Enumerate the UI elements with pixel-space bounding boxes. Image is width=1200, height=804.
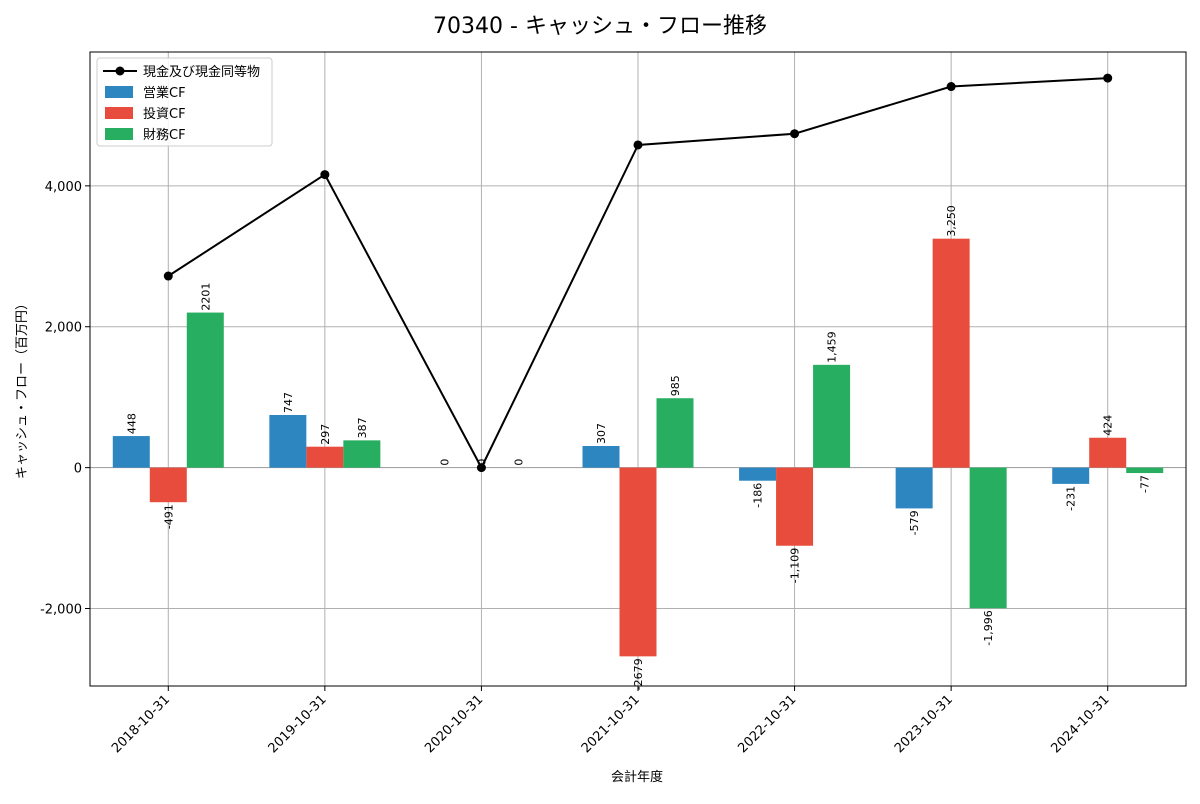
legend-swatch xyxy=(105,86,133,98)
bar-value-label: 747 xyxy=(282,392,295,413)
legend-swatch xyxy=(105,128,133,140)
bar-営業CF xyxy=(895,467,933,509)
bar-value-label: -579 xyxy=(908,510,921,535)
x-tick-label: 2019-10-31 xyxy=(266,692,330,756)
bar-財務CF xyxy=(813,364,851,468)
legend-entry: 財務CF xyxy=(143,128,186,143)
bar-value-label: 0 xyxy=(438,459,451,466)
x-tick-label: 2021-10-31 xyxy=(579,692,643,756)
bar-value-label: 0 xyxy=(512,459,525,466)
bar-value-label: -2679 xyxy=(632,658,645,690)
bar-財務CF xyxy=(186,312,224,468)
legend-box xyxy=(96,57,273,147)
y-tick-label: -2,000 xyxy=(40,603,82,618)
bar-labels-layer: 448 747 0 307 -186 -579 -231 -491 297 0 -2679 -1,10… xyxy=(125,205,1151,690)
bars-layer xyxy=(112,238,1164,657)
y-axis-label: キャッシュ・フロー（百万円） xyxy=(15,297,30,479)
bar-value-label: 0 xyxy=(475,459,488,466)
bar-value-label: -491 xyxy=(162,504,175,529)
cash-point xyxy=(476,463,486,473)
legend-entry: 投資CF xyxy=(143,106,186,122)
cash-point xyxy=(1103,73,1113,83)
bar-投資CF xyxy=(306,446,344,468)
bar-投資CF xyxy=(1089,437,1127,468)
bar-財務CF xyxy=(969,467,1007,609)
chart-title: 70340 - キャッシュ・フロー推移 xyxy=(433,14,767,39)
x-tick-label: 2022-10-31 xyxy=(735,692,799,756)
bar-value-label: 387 xyxy=(356,417,369,438)
cash-point xyxy=(163,271,173,281)
y-tick-label: 4,000 xyxy=(45,180,82,195)
bar-投資CF xyxy=(932,238,970,468)
bar-value-label: 297 xyxy=(319,424,332,445)
bar-財務CF xyxy=(656,398,694,468)
bar-投資CF xyxy=(776,467,814,546)
x-tick-label: 2023-10-31 xyxy=(892,692,956,756)
bar-value-label: -186 xyxy=(752,483,765,508)
bar-value-label: 3,250 xyxy=(945,205,958,237)
legend-marker xyxy=(115,66,125,76)
bar-営業CF xyxy=(112,436,150,468)
legend-entry: 営業CF xyxy=(143,85,186,101)
bar-value-label: -77 xyxy=(1139,475,1152,493)
bar-投資CF xyxy=(619,467,657,657)
bar-投資CF xyxy=(149,467,187,503)
bar-value-label: 307 xyxy=(595,423,608,444)
cash-line-layer xyxy=(163,73,1113,473)
y-tick-label: 2,000 xyxy=(45,321,82,336)
bar-value-label: -1,996 xyxy=(982,610,995,645)
x-axis-label: 会計年度 xyxy=(611,769,663,785)
legend-entry: 現金及び現金同等物 xyxy=(143,64,260,80)
cash-point xyxy=(790,129,800,139)
legend-swatch xyxy=(105,107,133,119)
x-tick-label: 2020-10-31 xyxy=(422,692,486,756)
bar-value-label: 985 xyxy=(669,375,682,396)
bar-財務CF xyxy=(343,440,381,468)
bar-営業CF xyxy=(739,467,777,481)
x-tick-label: 2018-10-31 xyxy=(109,692,173,756)
bar-営業CF xyxy=(269,415,307,468)
bar-value-label: -1,109 xyxy=(789,548,802,583)
bar-営業CF xyxy=(1052,467,1090,484)
bar-value-label: -231 xyxy=(1065,486,1078,511)
bar-value-label: 448 xyxy=(125,413,138,434)
bar-財務CF xyxy=(1126,467,1164,474)
bar-value-label: 1,459 xyxy=(826,331,839,363)
cash-point xyxy=(320,170,330,180)
cash-point xyxy=(946,82,956,92)
cash-point xyxy=(633,140,643,150)
bar-営業CF xyxy=(582,445,620,468)
y-tick-label: 0 xyxy=(74,462,82,477)
x-tick-label: 2024-10-31 xyxy=(1049,692,1113,756)
bar-value-label: 424 xyxy=(1102,415,1115,436)
bar-value-label: 2201 xyxy=(199,283,212,311)
